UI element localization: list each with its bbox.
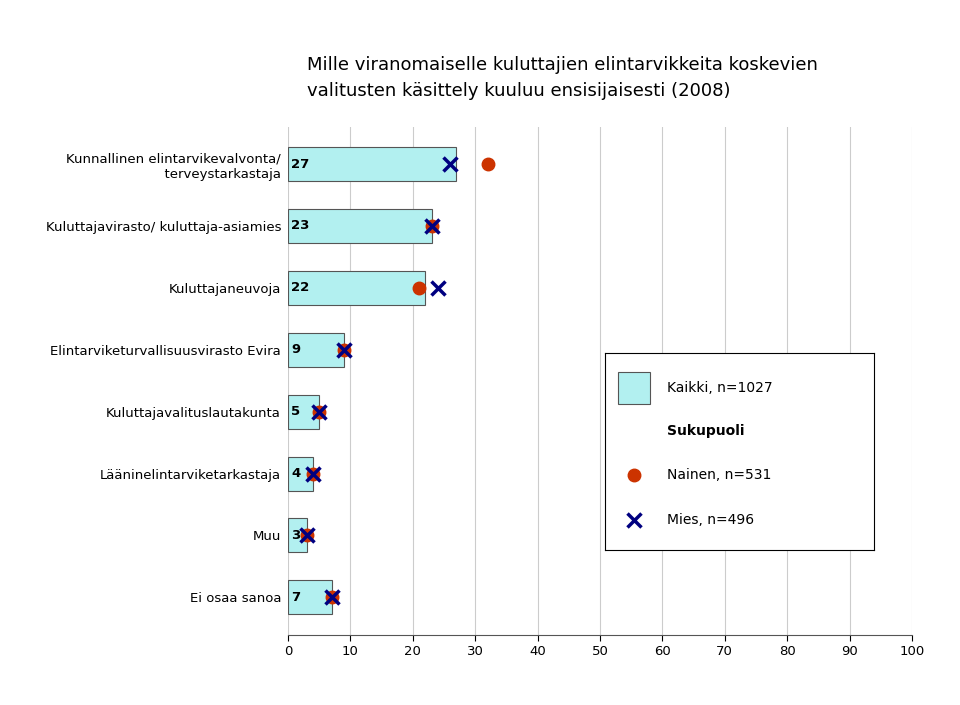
Text: 23: 23 <box>291 219 309 233</box>
Text: 22: 22 <box>291 281 309 295</box>
FancyBboxPatch shape <box>618 372 651 404</box>
Bar <box>288 209 431 243</box>
Text: 5: 5 <box>291 405 300 418</box>
Bar <box>288 457 313 491</box>
Bar <box>288 333 345 367</box>
Text: 3: 3 <box>291 529 300 542</box>
Text: 9: 9 <box>291 343 300 356</box>
Bar <box>288 395 319 429</box>
Bar <box>288 271 425 305</box>
Text: Mille viranomaiselle kuluttajien elintarvikkeita koskevien: Mille viranomaiselle kuluttajien elintar… <box>307 56 818 74</box>
Bar <box>288 147 457 181</box>
Text: valitusten käsittely kuuluu ensisijaisesti (2008): valitusten käsittely kuuluu ensisijaises… <box>307 82 731 100</box>
Text: Nainen, n=531: Nainen, n=531 <box>666 468 771 482</box>
Text: Kaikki, n=1027: Kaikki, n=1027 <box>666 381 772 395</box>
Text: Sukupuoli: Sukupuoli <box>666 424 744 439</box>
Text: 27: 27 <box>291 157 309 171</box>
Text: taloustutkimus oy: taloustutkimus oy <box>19 45 232 65</box>
Bar <box>288 518 307 553</box>
Text: Mies, n=496: Mies, n=496 <box>666 513 754 527</box>
Text: 4: 4 <box>291 467 300 480</box>
Bar <box>288 580 332 614</box>
Text: 7: 7 <box>291 591 300 604</box>
